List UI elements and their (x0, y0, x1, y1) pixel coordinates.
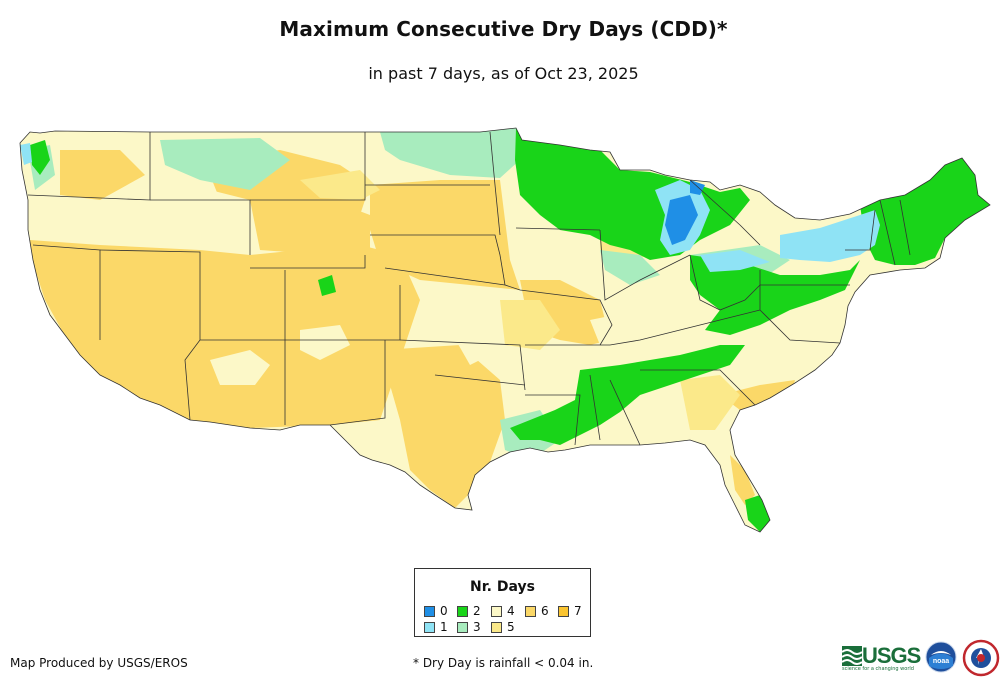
legend-item-6: 6 (525, 604, 549, 618)
legend-swatch-1 (424, 621, 435, 633)
legend-swatch-3 (457, 621, 468, 633)
legend-swatch-5 (491, 621, 502, 633)
usgs-logo: USGS science for a changing world (842, 643, 921, 672)
legend-label-4: 4 (507, 604, 515, 618)
legend-swatch-6 (525, 605, 536, 617)
legend-item-1: 1 (424, 620, 448, 634)
legend: Nr. Days 0 1 2 3 4 5 6 7 (414, 568, 591, 637)
map-credit: Map Produced by USGS/EROS (10, 656, 188, 670)
nws-logo (962, 639, 1000, 677)
usgs-wordmark: USGS (862, 643, 921, 668)
legend-label-2: 2 (473, 604, 481, 618)
noaa-wordmark: noaa (933, 658, 949, 665)
legend-item-0: 0 (424, 604, 448, 618)
legend-swatch-7 (558, 605, 569, 617)
map-title: Maximum Consecutive Dry Days (CDD)* (279, 17, 728, 41)
legend-item-2: 2 (457, 604, 481, 618)
legend-label-7: 7 (574, 604, 582, 618)
legend-item-7: 7 (558, 604, 582, 618)
usgs-tagline: science for a changing world (842, 666, 914, 672)
legend-item-4: 4 (491, 604, 515, 618)
legend-title: Nr. Days (470, 579, 535, 595)
legend-item-3: 3 (457, 620, 481, 634)
map-subtitle: in past 7 days, as of Oct 23, 2025 (368, 64, 639, 83)
legend-swatch-4 (491, 605, 502, 617)
legend-label-5: 5 (507, 620, 515, 634)
legend-label-3: 3 (473, 620, 481, 634)
noaa-logo: noaa (925, 641, 957, 673)
conus-cdd-map (19, 127, 991, 533)
legend-swatch-0 (424, 605, 435, 617)
legend-swatch-2 (457, 605, 468, 617)
usgs-waves-icon (842, 646, 862, 666)
legend-label-0: 0 (440, 604, 448, 618)
dry-day-footnote: * Dry Day is rainfall < 0.04 in. (413, 656, 594, 670)
legend-item-5: 5 (491, 620, 515, 634)
legend-label-6: 6 (541, 604, 549, 618)
legend-label-1: 1 (440, 620, 448, 634)
